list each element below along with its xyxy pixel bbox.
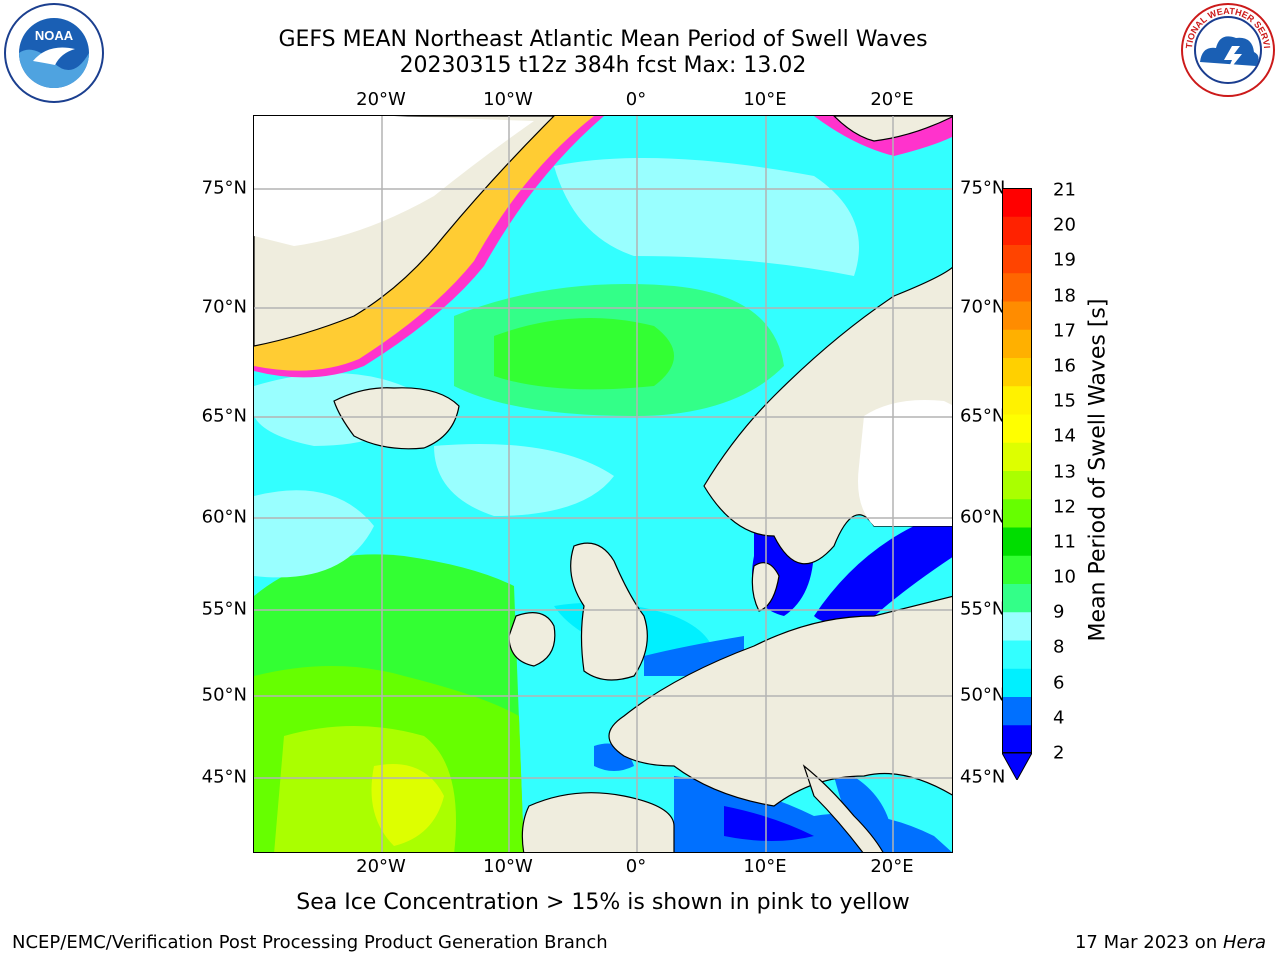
lat-label-left-60n: 60°N <box>201 506 247 528</box>
colorbar-segment <box>1002 527 1032 556</box>
colorbar-segment <box>1002 272 1032 302</box>
lon-label-bottom-20e: 20°E <box>870 856 914 877</box>
colorbar-extension <box>1002 752 1032 780</box>
colorbar-tick-label: 12 <box>1053 496 1076 518</box>
map-panel[interactable] <box>253 115 953 853</box>
colorbar-segment <box>1002 640 1032 669</box>
lat-label-right-65n: 65°N <box>960 405 1006 427</box>
land <box>254 116 952 852</box>
lat-label-right-75n: 75°N <box>960 177 1006 199</box>
colorbar-tick-label: 6 <box>1053 672 1065 694</box>
lon-label-top-10e: 10°E <box>743 89 787 110</box>
lat-label-right-55n: 55°N <box>960 598 1006 620</box>
lat-label-right-70n: 70°N <box>960 296 1006 318</box>
lon-label-bottom-10e: 10°E <box>743 856 787 877</box>
footer-credit: NCEP/EMC/Verification Post Processing Pr… <box>12 932 608 953</box>
lon-label-bottom-20w: 20°W <box>356 856 406 877</box>
footer-date: 17 Mar 2023 on Hera <box>1075 932 1266 953</box>
lon-label-top-20w: 20°W <box>356 89 406 110</box>
colorbar-segment <box>1002 216 1032 245</box>
map-title: GEFS MEAN Northeast Atlantic Mean Period… <box>278 27 928 52</box>
map-subtitle: 20230315 t12z 384h fcst Max: 13.02 <box>399 53 807 78</box>
footer-host: Hera <box>1222 932 1266 953</box>
nws-logo-icon: NATIONAL WEATHER SERVICE <box>1180 2 1275 97</box>
colorbar-tick-label: 20 <box>1053 214 1076 236</box>
colorbar-segment <box>1002 244 1032 274</box>
colorbar-tick-label: 8 <box>1053 636 1065 658</box>
colorbar-tick-label: 14 <box>1053 425 1076 447</box>
lat-label-left-70n: 70°N <box>201 296 247 318</box>
colorbar-label: Mean Period of Swell Waves [s] <box>1085 298 1111 642</box>
lat-label-right-60n: 60°N <box>960 506 1006 528</box>
colorbar-segment <box>1002 724 1032 754</box>
colorbar-segment <box>1002 442 1032 471</box>
colorbar-segment <box>1002 385 1032 415</box>
swell-period-map <box>254 116 952 852</box>
colorbar-tick-label: 9 <box>1053 601 1065 623</box>
lat-label-left-45n: 45°N <box>201 766 247 788</box>
lon-label-bottom-0: 0° <box>625 856 647 877</box>
lon-label-top-0: 0° <box>625 89 647 110</box>
lon-label-top-10w: 10°W <box>483 89 533 110</box>
lon-label-top-20e: 20°E <box>870 89 914 110</box>
colorbar-segment <box>1002 696 1032 726</box>
colorbar-tick-label: 16 <box>1053 355 1076 377</box>
colorbar-segment <box>1002 414 1032 443</box>
colorbar-tick-label: 2 <box>1053 742 1065 764</box>
colorbar-segment <box>1002 357 1032 387</box>
lat-label-left-55n: 55°N <box>201 598 247 620</box>
lon-label-bottom-10w: 10°W <box>483 856 533 877</box>
colorbar-segment <box>1002 188 1032 217</box>
lat-label-left-50n: 50°N <box>201 684 247 706</box>
noaa-logo-text: NOAA <box>35 28 74 43</box>
colorbar-segment <box>1002 555 1032 584</box>
colorbar-segment <box>1002 329 1032 358</box>
colorbar-tick-label: 21 <box>1053 179 1076 201</box>
footer-date-text: 17 Mar 2023 on <box>1074 932 1223 953</box>
colorbar-tick-label: 19 <box>1053 249 1076 271</box>
colorbar-segment <box>1002 611 1032 641</box>
graticule <box>254 116 952 852</box>
colorbar-tick-label: 18 <box>1053 285 1076 307</box>
colorbar-border <box>1002 188 1032 753</box>
colorbar-segment <box>1002 583 1032 613</box>
lat-label-left-75n: 75°N <box>201 177 247 199</box>
colorbar-segment <box>1002 668 1032 697</box>
lat-label-right-50n: 50°N <box>960 684 1006 706</box>
colorbar-tick-label: 15 <box>1053 390 1076 412</box>
colorbar-tick-label: 13 <box>1053 461 1076 482</box>
colorbar <box>1002 188 1032 780</box>
lat-label-left-65n: 65°N <box>201 405 247 427</box>
sea-ice-note: Sea Ice Concentration > 15% is shown in … <box>296 890 910 915</box>
noaa-logo-icon: NOAA <box>4 3 104 103</box>
colorbar-tick-label: 4 <box>1053 707 1065 729</box>
colorbar-segment <box>1002 301 1032 330</box>
lat-label-right-45n: 45°N <box>960 766 1006 788</box>
colorbar-segment <box>1002 498 1032 528</box>
colorbar-segment <box>1002 470 1032 500</box>
colorbar-tick-label: 17 <box>1053 320 1076 342</box>
colorbar-tick-label: 11 <box>1053 531 1076 553</box>
colorbar-tick-label: 10 <box>1053 566 1076 588</box>
